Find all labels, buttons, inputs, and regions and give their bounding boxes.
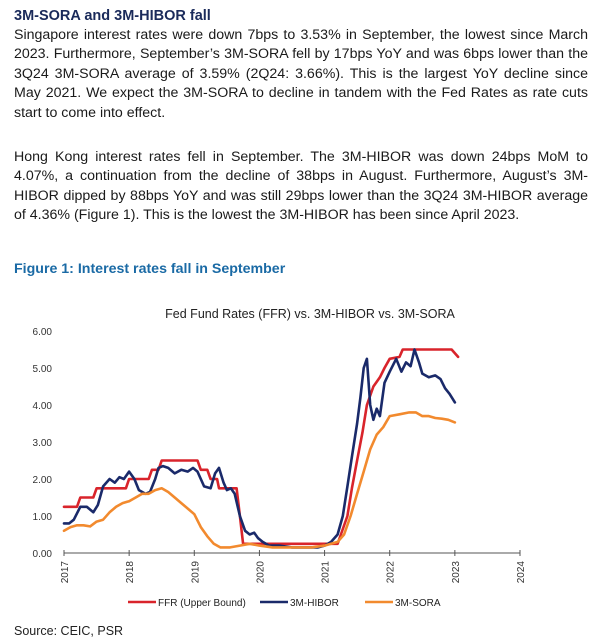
- x-tick-label: 2021: [321, 561, 332, 584]
- section-heading: 3M-SORA and 3M-HIBOR fall: [14, 8, 211, 24]
- y-tick-label: 3.00: [33, 438, 53, 449]
- x-tick-label: 2023: [451, 561, 462, 584]
- y-axis: 0.00 1.00 2.00 3.00 4.00 5.00 6.00: [33, 327, 53, 560]
- x-tick-label: 2017: [60, 561, 71, 584]
- series-line-2: [62, 411, 457, 549]
- source-note: Source: CEIC, PSR: [14, 624, 124, 638]
- x-axis: 2017 2018 2019 2020 2021 2022 2023 2024: [60, 550, 527, 583]
- series-line-0: [62, 348, 460, 546]
- x-tick-label: 2024: [516, 561, 527, 584]
- y-tick-label: 2.00: [33, 475, 53, 486]
- x-tick-label: 2019: [190, 561, 201, 584]
- y-tick-label: 6.00: [33, 327, 53, 338]
- legend: FFR (Upper Bound) 3M-HIBOR 3M-SORA: [128, 598, 441, 609]
- y-tick-label: 5.00: [33, 364, 53, 375]
- paragraph-sora: Singapore interest rates were down 7bps …: [14, 27, 588, 121]
- paragraph-hibor: Hong Kong interest rates fell in Septemb…: [14, 149, 588, 224]
- series-line-1: [62, 348, 457, 549]
- series-lines: [62, 348, 460, 549]
- y-tick-label: 4.00: [33, 401, 53, 412]
- x-tick-label: 2022: [386, 561, 397, 584]
- legend-label: 3M-HIBOR: [290, 598, 339, 609]
- x-tick-label: 2018: [125, 561, 136, 584]
- interest-rate-chart: Fed Fund Rates (FFR) vs. 3M-HIBOR vs. 3M…: [33, 307, 527, 609]
- legend-label: FFR (Upper Bound): [158, 598, 246, 609]
- chart-title: Fed Fund Rates (FFR) vs. 3M-HIBOR vs. 3M…: [165, 307, 455, 321]
- figure-title: Figure 1: Interest rates fall in Septemb…: [14, 261, 286, 277]
- y-tick-label: 0.00: [33, 549, 53, 560]
- y-tick-label: 1.00: [33, 512, 53, 523]
- x-tick-label: 2020: [255, 561, 266, 584]
- legend-label: 3M-SORA: [395, 598, 441, 609]
